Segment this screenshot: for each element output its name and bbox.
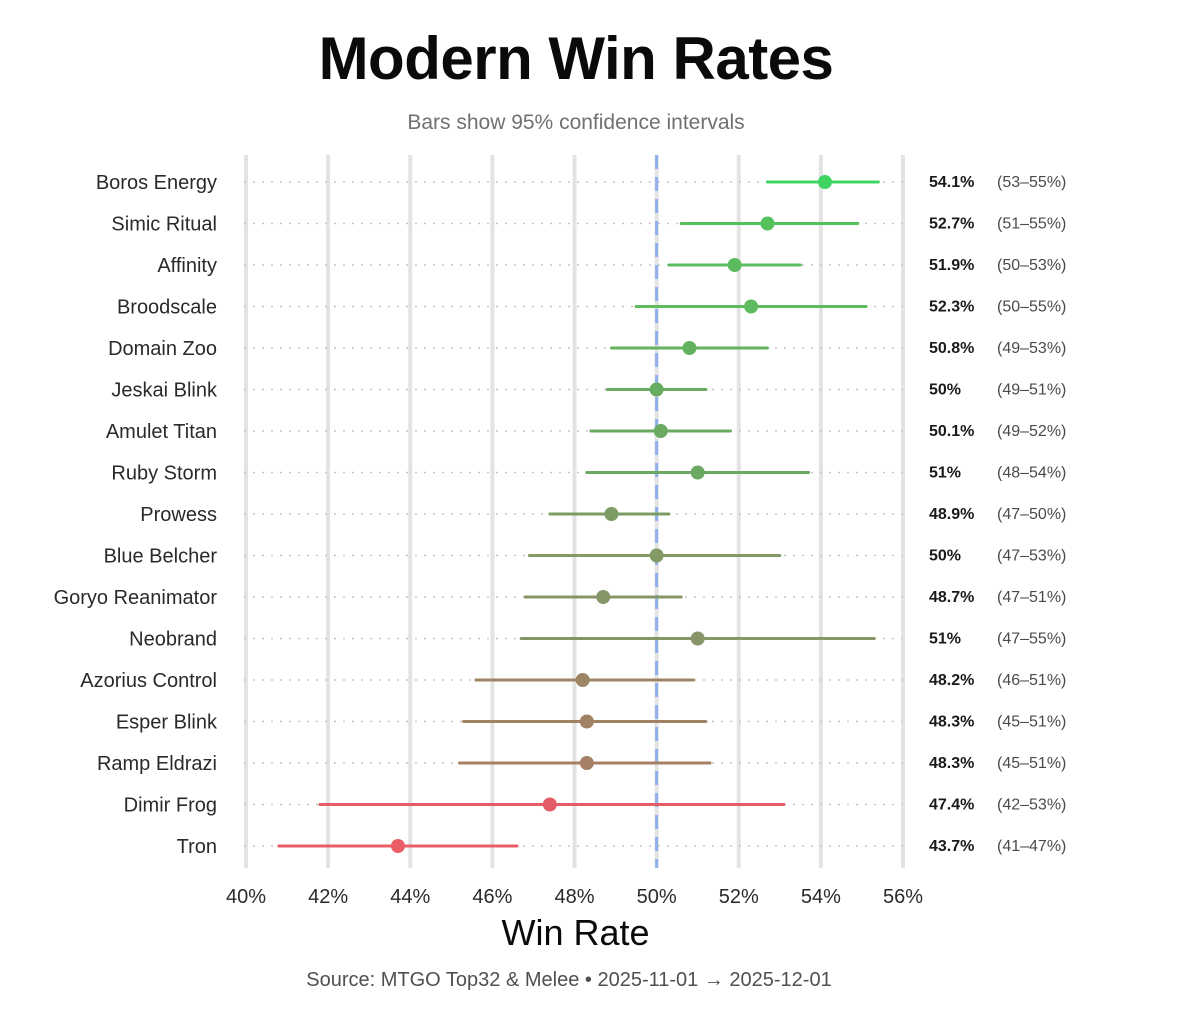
deck-label-domain-zoo: Domain Zoo bbox=[108, 338, 217, 360]
x-tick-label-42: 42% bbox=[308, 886, 348, 908]
deck-label-ruby-storm: Ruby Storm bbox=[111, 463, 217, 485]
rate-label-blue-belcher: 50% bbox=[929, 548, 961, 565]
ci-label-ruby-storm: (48–54%) bbox=[997, 465, 1066, 482]
win-rate-point-simic-ritual bbox=[760, 216, 775, 231]
ci-label-prowess: (47–50%) bbox=[997, 506, 1066, 523]
x-tick-label-52: 52% bbox=[719, 886, 759, 908]
win-rate-point-broodscale bbox=[744, 299, 759, 314]
rate-label-azorius-control: 48.2% bbox=[929, 672, 974, 689]
win-rate-point-tron bbox=[390, 839, 405, 853]
ci-label-affinity: (50–53%) bbox=[997, 257, 1066, 274]
deck-label-azorius-control: Azorius Control bbox=[80, 670, 217, 692]
label-layer: Boros Energy 54.1% (53–55%) Simic Ritual 52.… bbox=[54, 172, 1067, 858]
rate-label-affinity: 51.9% bbox=[929, 257, 974, 274]
deck-label-blue-belcher: Blue Belcher bbox=[104, 546, 218, 568]
deck-label-boros-energy: Boros Energy bbox=[96, 172, 217, 194]
x-axis-title: Win Rate bbox=[501, 912, 649, 953]
deck-label-affinity: Affinity bbox=[157, 255, 217, 277]
ci-label-neobrand: (47–55%) bbox=[997, 631, 1066, 648]
ci-label-jeskai-blink: (49–51%) bbox=[997, 382, 1066, 399]
x-tick-label-50: 50% bbox=[637, 886, 677, 908]
rate-label-dimir-frog: 47.4% bbox=[929, 797, 974, 814]
chart-title: Modern Win Rates bbox=[318, 25, 834, 92]
ci-label-ramp-eldrazi: (45–51%) bbox=[997, 755, 1066, 772]
tick-layer: 40% 42% 44% 46% 48% 50% 52% 54% 56% bbox=[226, 886, 923, 908]
win-rate-point-azorius-control bbox=[575, 673, 590, 687]
win-rate-point-domain-zoo bbox=[682, 341, 697, 355]
rate-label-tron: 43.7% bbox=[929, 838, 974, 855]
interval-layer bbox=[277, 180, 880, 848]
x-tick-label-56: 56% bbox=[883, 886, 923, 908]
grid-layer bbox=[244, 155, 905, 868]
deck-label-dimir-frog: Dimir Frog bbox=[124, 795, 217, 817]
ci-label-boros-energy: (53–55%) bbox=[997, 174, 1066, 191]
rate-label-esper-blink: 48.3% bbox=[929, 714, 974, 731]
win-rate-point-blue-belcher bbox=[649, 548, 664, 563]
deck-label-ramp-eldrazi: Ramp Eldrazi bbox=[97, 753, 217, 775]
deck-label-tron: Tron bbox=[177, 836, 217, 858]
win-rate-point-boros-energy bbox=[817, 175, 832, 189]
ci-label-simic-ritual: (51–55%) bbox=[997, 216, 1066, 233]
x-tick-label-48: 48% bbox=[554, 886, 594, 908]
rate-label-ramp-eldrazi: 48.3% bbox=[929, 755, 974, 772]
rate-label-simic-ritual: 52.7% bbox=[929, 216, 974, 233]
rate-label-prowess: 48.9% bbox=[929, 506, 974, 523]
win-rate-point-goryo-reanimator bbox=[596, 590, 611, 604]
rate-label-broodscale: 52.3% bbox=[929, 299, 974, 316]
x-tick-label-40: 40% bbox=[226, 886, 266, 908]
win-rate-point-jeskai-blink bbox=[649, 382, 664, 397]
point-layer bbox=[390, 175, 832, 853]
x-tick-label-44: 44% bbox=[390, 886, 430, 908]
win-rate-point-affinity bbox=[727, 258, 742, 272]
deck-label-jeskai-blink: Jeskai Blink bbox=[111, 380, 218, 402]
ci-label-tron: (41–47%) bbox=[997, 838, 1066, 855]
x-tick-label-46: 46% bbox=[472, 886, 512, 908]
deck-label-amulet-titan: Amulet Titan bbox=[106, 421, 217, 443]
win-rate-point-amulet-titan bbox=[653, 424, 668, 438]
ci-label-amulet-titan: (49–52%) bbox=[997, 423, 1066, 440]
rate-label-neobrand: 51% bbox=[929, 631, 961, 648]
x-tick-label-54: 54% bbox=[801, 886, 841, 908]
ci-label-goryo-reanimator: (47–51%) bbox=[997, 589, 1066, 606]
rate-label-jeskai-blink: 50% bbox=[929, 382, 961, 399]
win-rate-point-prowess bbox=[604, 507, 619, 521]
rate-label-goryo-reanimator: 48.7% bbox=[929, 589, 974, 606]
win-rate-point-neobrand bbox=[690, 631, 705, 646]
win-rate-point-ruby-storm bbox=[690, 465, 705, 480]
deck-label-neobrand: Neobrand bbox=[129, 629, 217, 651]
ci-label-domain-zoo: (49–53%) bbox=[997, 340, 1066, 357]
ci-label-esper-blink: (45–51%) bbox=[997, 714, 1066, 731]
win-rate-point-dimir-frog bbox=[542, 797, 557, 812]
ci-label-broodscale: (50–55%) bbox=[997, 299, 1066, 316]
win-rate-point-esper-blink bbox=[579, 714, 594, 729]
deck-label-prowess: Prowess bbox=[140, 504, 217, 526]
ci-label-azorius-control: (46–51%) bbox=[997, 672, 1066, 689]
chart-caption: Source: MTGO Top32 & Melee • 2025-11-01 … bbox=[306, 969, 832, 991]
deck-label-broodscale: Broodscale bbox=[117, 297, 217, 319]
rate-label-domain-zoo: 50.8% bbox=[929, 340, 974, 357]
ci-label-dimir-frog: (42–53%) bbox=[997, 797, 1066, 814]
deck-label-goryo-reanimator: Goryo Reanimator bbox=[54, 587, 218, 609]
deck-label-esper-blink: Esper Blink bbox=[116, 712, 218, 734]
rate-label-ruby-storm: 51% bbox=[929, 465, 961, 482]
rate-label-boros-energy: 54.1% bbox=[929, 174, 974, 191]
deck-label-simic-ritual: Simic Ritual bbox=[111, 214, 217, 236]
chart-subtitle: Bars show 95% confidence intervals bbox=[407, 111, 745, 134]
rate-label-amulet-titan: 50.1% bbox=[929, 423, 974, 440]
win-rate-point-ramp-eldrazi bbox=[579, 756, 594, 770]
ci-label-blue-belcher: (47–53%) bbox=[997, 548, 1066, 565]
